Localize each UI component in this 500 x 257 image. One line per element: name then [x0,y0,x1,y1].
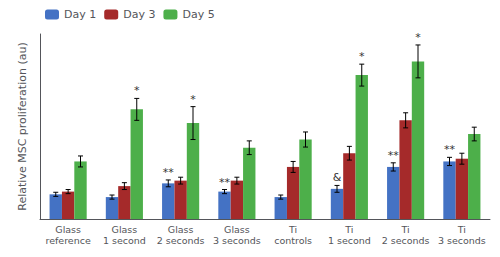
svg-text:&: & [333,171,342,184]
svg-text:3 seconds: 3 seconds [213,235,261,246]
svg-text:Glass: Glass [168,224,194,235]
svg-text:**: ** [219,176,231,189]
svg-text:1 second: 1 second [328,235,371,246]
svg-text:*: * [359,50,365,63]
svg-text:reference: reference [45,235,91,246]
svg-text:**: ** [388,149,400,162]
svg-text:controls: controls [274,235,312,246]
svg-text:Glass: Glass [55,224,81,235]
svg-text:Glass: Glass [224,224,250,235]
svg-text:2 seconds: 2 seconds [382,235,430,246]
svg-text:Ti: Ti [344,224,353,235]
svg-text:Day 5: Day 5 [182,8,214,21]
svg-text:**: ** [444,143,456,156]
svg-text:*: * [415,31,421,44]
svg-text:3 seconds: 3 seconds [438,235,486,246]
svg-text:Glass: Glass [112,224,138,235]
svg-text:Ti: Ti [288,224,297,235]
svg-text:2 seconds: 2 seconds [157,235,205,246]
svg-text:1 second: 1 second [103,235,146,246]
svg-text:*: * [134,84,140,97]
svg-text:Day 1: Day 1 [64,8,96,21]
svg-text:*: * [190,93,196,106]
svg-text:Relative MSC proliferation (au: Relative MSC proliferation (au) [16,42,29,210]
svg-text:Ti: Ti [401,224,410,235]
svg-text:Ti: Ti [457,224,466,235]
svg-text:Day 3: Day 3 [123,8,155,21]
svg-text:**: ** [163,166,175,179]
